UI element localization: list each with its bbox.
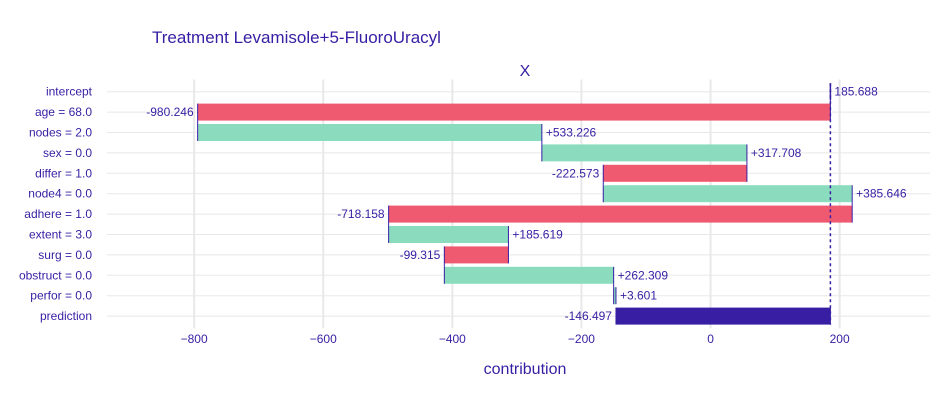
data-label: -980.246 (146, 105, 194, 119)
x-axis-label: contribution (484, 361, 567, 378)
y-tick-label: perfor = 0.0 (30, 289, 92, 303)
x-tick-label: −800 (181, 332, 208, 346)
bar-negative (388, 205, 853, 223)
bar-positive (613, 287, 616, 305)
y-tick-label: node4 = 0.0 (28, 187, 92, 201)
data-label: +317.708 (751, 146, 802, 160)
y-tick-label: obstruct = 0.0 (19, 268, 92, 282)
chart-subtitle: X (520, 63, 531, 80)
data-label: +533.226 (546, 126, 597, 140)
y-tick-label: surg = 0.0 (38, 248, 92, 262)
y-tick-label: sex = 0.0 (43, 146, 92, 160)
bar-positive (197, 124, 542, 141)
y-tick-label: differ = 1.0 (35, 166, 92, 180)
y-tick-label: nodes = 2.0 (29, 126, 92, 140)
label-layer: −800 −600 −400 −200 0 200 intercept 185.688 age … (19, 85, 907, 346)
x-tick-label: −200 (568, 332, 595, 346)
y-tick-label: extent = 3.0 (29, 228, 92, 242)
x-tick-label: 200 (830, 332, 850, 346)
bar-prediction (615, 307, 831, 325)
data-label: +385.646 (856, 187, 907, 201)
bar-positive (603, 185, 853, 203)
bar-positive (541, 144, 747, 162)
data-label: 185.688 (834, 85, 878, 99)
y-tick-label: intercept (46, 85, 93, 99)
data-label: -222.573 (552, 166, 600, 180)
grid-layer (107, 79, 930, 329)
data-label: +3.601 (620, 289, 657, 303)
y-tick-label: age = 68.0 (35, 105, 92, 119)
data-label: -146.497 (565, 309, 613, 323)
bar-positive (444, 266, 614, 284)
y-tick-label: adhere = 1.0 (24, 207, 92, 221)
data-label: -99.315 (400, 248, 441, 262)
bar-negative (197, 103, 831, 121)
bar-negative (444, 246, 509, 264)
x-tick-label: −400 (439, 332, 466, 346)
x-tick-label: 0 (707, 332, 714, 346)
data-label: -718.158 (337, 207, 385, 221)
chart-title: Treatment Levamisole+5-FluoroUracyl (152, 28, 441, 47)
y-tick-label: prediction (40, 309, 92, 323)
bar-negative (603, 164, 747, 182)
data-label: +262.309 (618, 268, 669, 282)
data-label: +185.619 (512, 228, 563, 242)
x-tick-label: −600 (310, 332, 337, 346)
bar-positive (388, 226, 509, 243)
bar-layer (197, 83, 853, 325)
